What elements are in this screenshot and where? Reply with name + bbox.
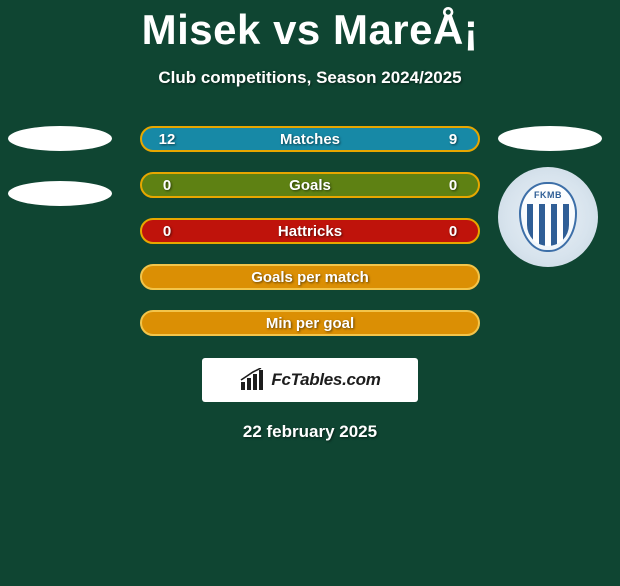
- vs-text: vs: [273, 6, 321, 53]
- left-badge-column: [8, 126, 112, 206]
- page-title: Misek vs MareÅ¡: [0, 6, 620, 54]
- player1-badge-placeholder-1: [8, 126, 112, 151]
- row-hattricks: 0 Hattricks 0: [140, 218, 480, 244]
- player2-club-logo: FKMB: [498, 167, 598, 267]
- mpg-label: Min per goal: [180, 315, 440, 332]
- fctables-branding: FcTables.com: [202, 358, 418, 402]
- matches-left-value: 12: [154, 131, 180, 148]
- club-shield-text: FKMB: [521, 190, 575, 200]
- row-goals: 0 Goals 0: [140, 172, 480, 198]
- player1-name: Misek: [142, 6, 261, 53]
- matches-right-value: 9: [440, 131, 466, 148]
- gpm-label: Goals per match: [180, 269, 440, 286]
- hattricks-left-value: 0: [154, 223, 180, 240]
- player2-badge-placeholder-1: [498, 126, 602, 151]
- player1-badge-placeholder-2: [8, 181, 112, 206]
- row-goals-per-match: Goals per match: [140, 264, 480, 290]
- row-matches: 12 Matches 9: [140, 126, 480, 152]
- player2-name: MareÅ¡: [333, 6, 478, 53]
- matches-label: Matches: [180, 131, 440, 148]
- comparison-content: FKMB 12 Matches 9 0 Goals 0 0 Hattricks …: [0, 126, 620, 442]
- club-shield-stripes: [527, 204, 569, 246]
- row-min-per-goal: Min per goal: [140, 310, 480, 336]
- club-shield-icon: FKMB: [519, 182, 577, 252]
- goals-right-value: 0: [440, 177, 466, 194]
- goals-left-value: 0: [154, 177, 180, 194]
- footer-date: 22 february 2025: [0, 422, 620, 442]
- hattricks-right-value: 0: [440, 223, 466, 240]
- goals-label: Goals: [180, 177, 440, 194]
- right-badge-column: FKMB: [498, 126, 602, 267]
- subtitle: Club competitions, Season 2024/2025: [0, 68, 620, 88]
- hattricks-label: Hattricks: [180, 223, 440, 240]
- fctables-chart-icon: [239, 368, 265, 392]
- fctables-text: FcTables.com: [271, 370, 380, 390]
